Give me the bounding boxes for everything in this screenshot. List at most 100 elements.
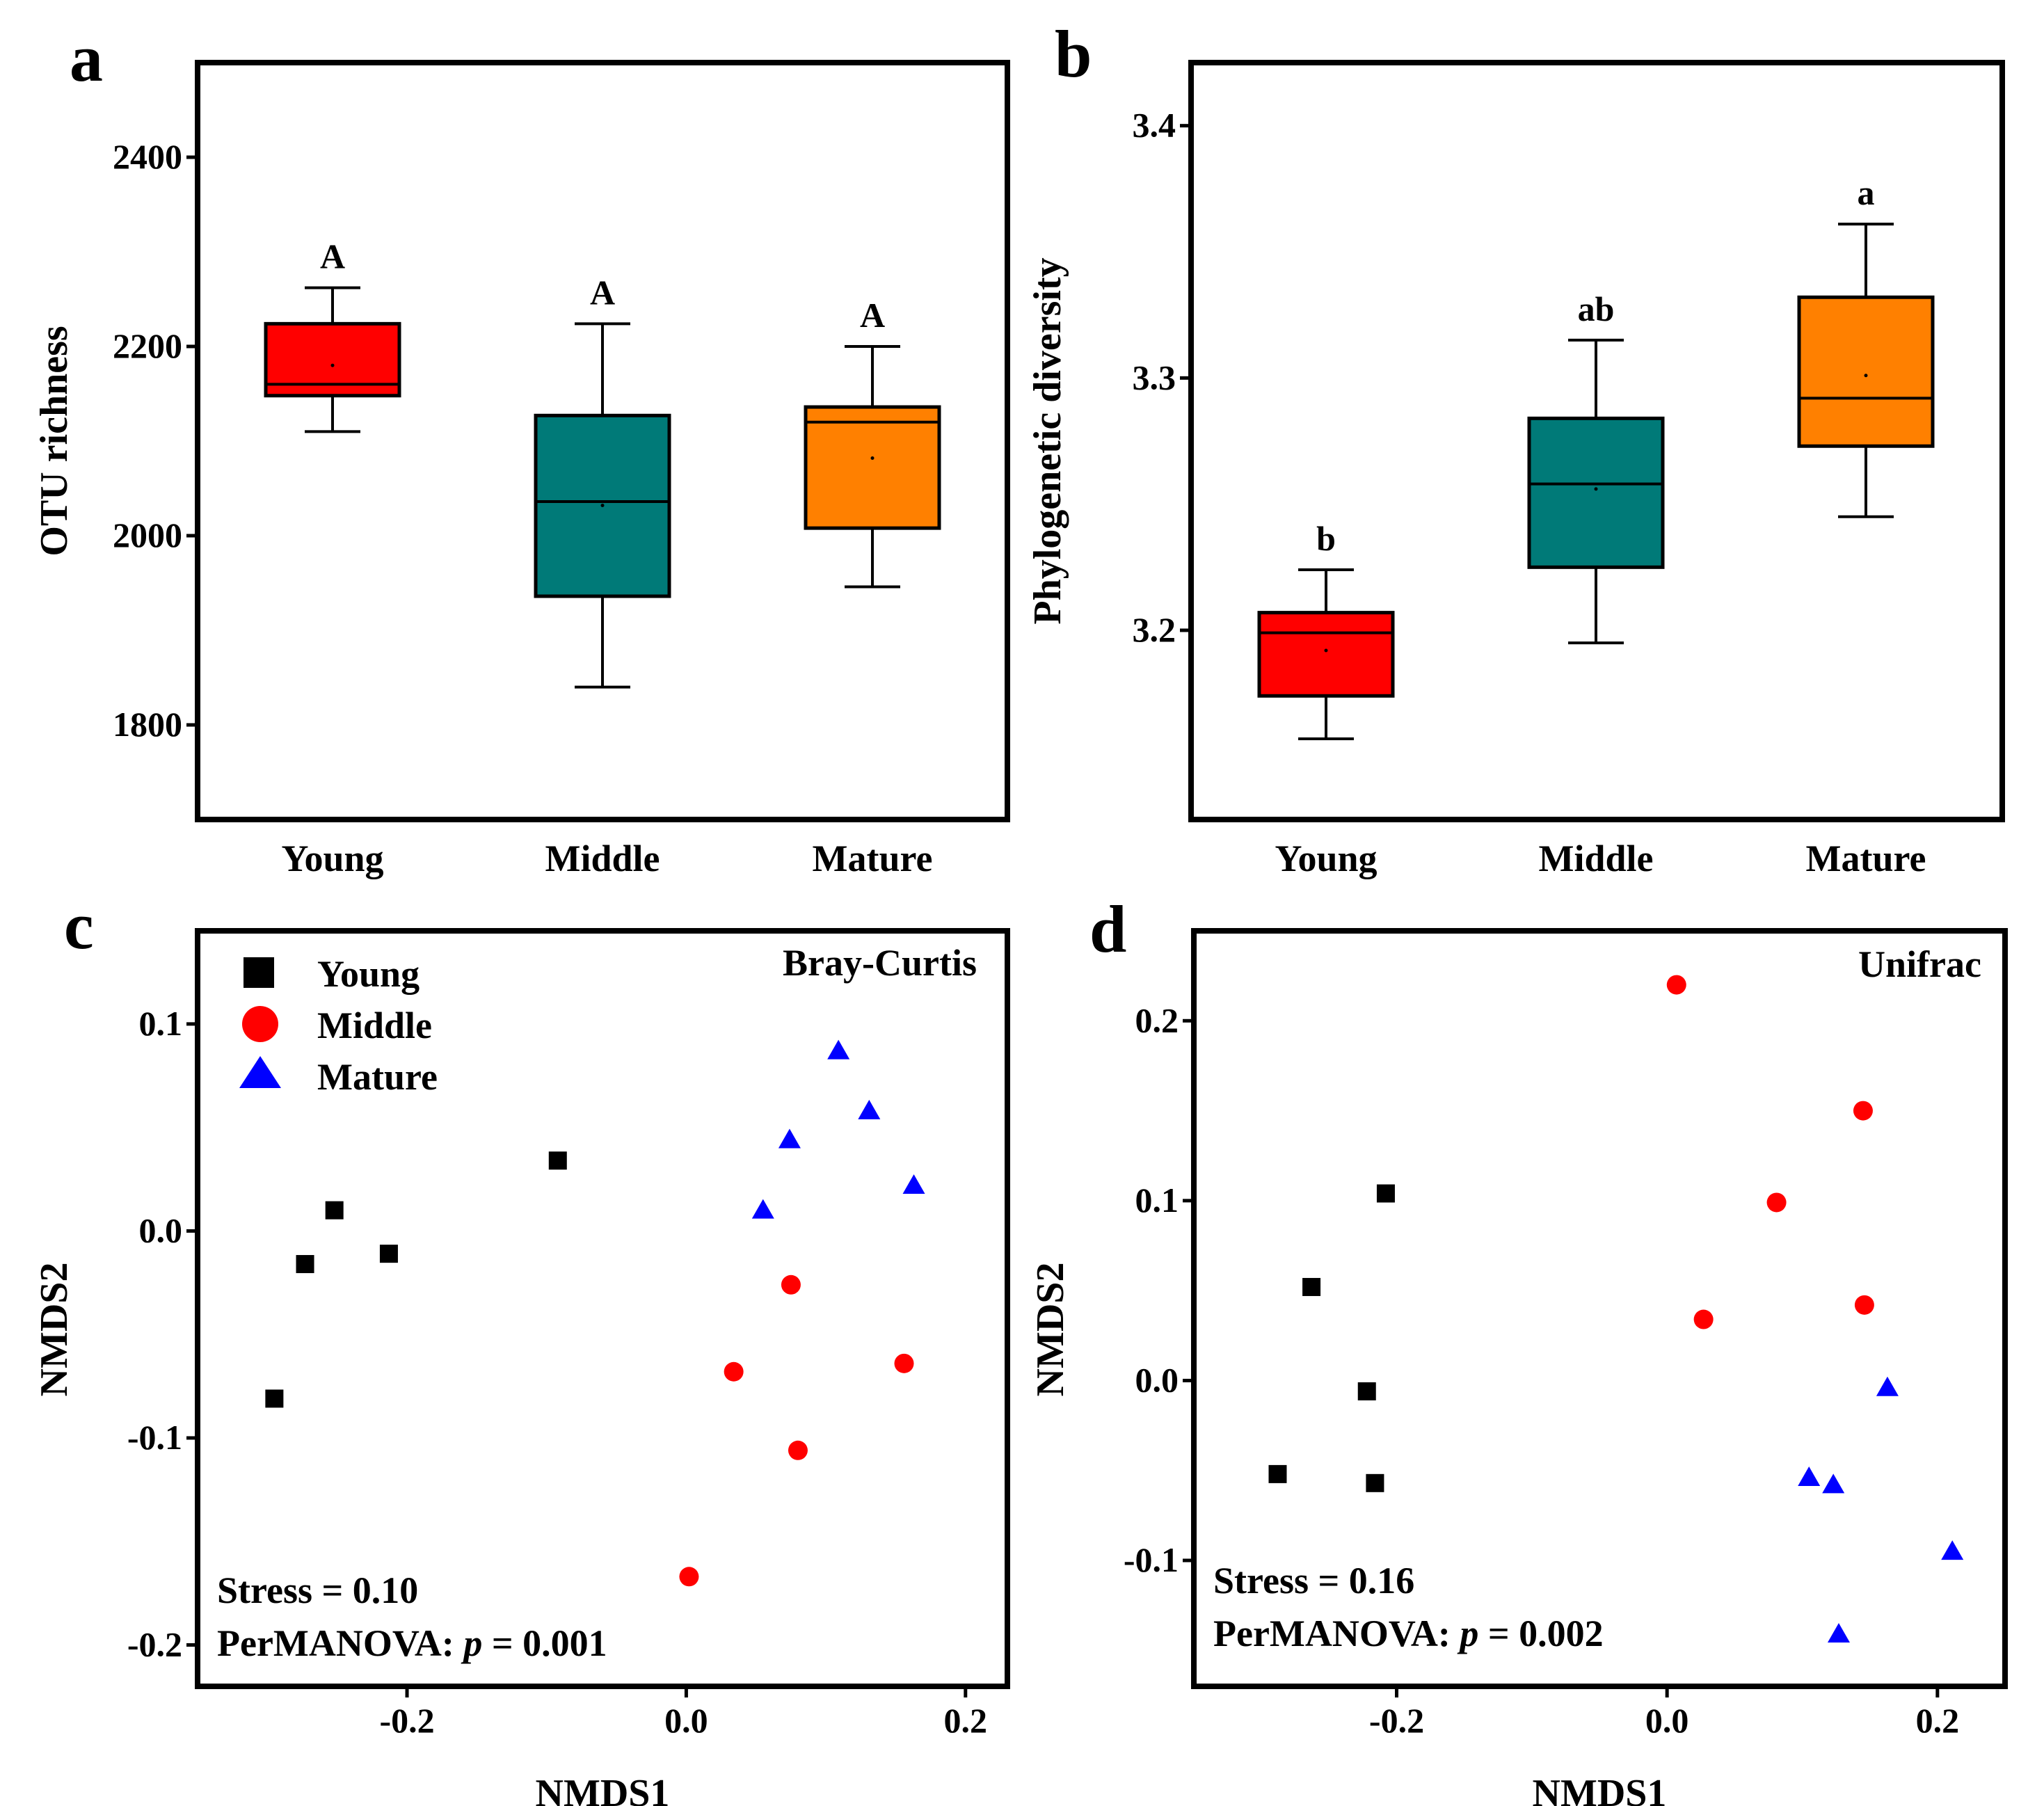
a-young-mean [330, 363, 335, 367]
c-y-axis-label: NMDS2 [33, 1263, 76, 1397]
d-xtick-label: 0.0 [1645, 1701, 1689, 1740]
b-mature-mean [1864, 374, 1868, 378]
b-y-axis-label: Phylogenetic diversity [1026, 257, 1069, 624]
a-ytick-label: 1800 [113, 705, 182, 744]
d-ytick-label: 0.1 [1135, 1181, 1179, 1220]
panel-b: 3.2 3.3 3.4 Phylogenetic diversity b Young ab M… [1026, 60, 2005, 879]
d-ytick-label: -0.1 [1124, 1540, 1179, 1579]
a-frame [195, 60, 1010, 822]
b-young-category-label: Young [1275, 838, 1377, 879]
b-young-mean [1324, 648, 1328, 653]
legend: Young Middle Mature [239, 953, 438, 1098]
a-middle-category-label: Middle [545, 838, 660, 879]
legend-mature-marker [239, 1056, 281, 1088]
panel-label-b: b [1055, 17, 1092, 91]
panel-a: 1800 2000 2200 2400 OTU richness A Young A Middl… [33, 60, 1010, 879]
d-mature-point [1941, 1540, 1964, 1560]
c-young-point [265, 1389, 284, 1408]
d-middle-point [1854, 1295, 1874, 1315]
legend-middle-label: Middle [317, 1005, 432, 1046]
c-mature-point [902, 1174, 925, 1194]
a-mature-category-label: Mature [813, 838, 933, 879]
c-ytick-label: 0.0 [139, 1210, 183, 1249]
c-mature-point [858, 1099, 881, 1119]
d-ytick-label: 0.2 [1135, 1000, 1179, 1039]
b-young-box [1257, 611, 1395, 698]
c-mature-point [778, 1128, 801, 1149]
d-mature-point [1827, 1623, 1850, 1643]
d-mature-point [1798, 1467, 1821, 1487]
b-ytick-label: 3.3 [1133, 358, 1176, 397]
c-young-point [379, 1245, 398, 1263]
legend-middle-marker [242, 1006, 278, 1042]
c-mature-point [827, 1039, 850, 1060]
c-middle-point [781, 1274, 801, 1295]
c-middle-point [724, 1361, 744, 1382]
c-young-point [325, 1201, 344, 1220]
b-middle-category-label: Middle [1538, 838, 1653, 879]
d-young-point [1376, 1184, 1395, 1203]
c-ytick-label: -0.1 [127, 1418, 182, 1457]
d-young-point [1268, 1464, 1287, 1483]
a-young-significance-letter: A [320, 237, 345, 276]
b-frame [1188, 60, 2005, 822]
c-xtick-label: 0.0 [664, 1701, 708, 1740]
a-mature-significance-letter: A [860, 296, 885, 335]
d-frame [1191, 928, 2008, 1689]
d-young-point [1302, 1277, 1321, 1296]
panel-d-permanova: PerMANOVA: p = 0.002 [1213, 1613, 1604, 1654]
panel-c-title: Bray-Curtis [783, 942, 977, 984]
panel-c-stress: Stress = 0.10 [217, 1569, 418, 1611]
b-mature-significance-letter: a [1858, 173, 1875, 212]
c-young-point [296, 1255, 314, 1274]
d-xtick-label: -0.2 [1369, 1701, 1424, 1740]
d-middle-point [1766, 1192, 1787, 1213]
b-middle-box [1527, 416, 1665, 569]
c-middle-point [679, 1567, 699, 1587]
a-mature-mean [870, 456, 875, 460]
a-ytick-label: 2200 [113, 326, 182, 365]
a-ytick-label: 2400 [113, 137, 182, 176]
c-young-point [548, 1151, 567, 1170]
c-xtick-label: -0.2 [379, 1701, 434, 1740]
panel-label-c: c [64, 888, 94, 963]
b-young-significance-letter: b [1316, 519, 1336, 558]
c-middle-point [894, 1353, 914, 1373]
d-middle-point [1693, 1309, 1714, 1329]
panel-d: -0.1 0.0 0.1 0.2 -0.2 0.0 0.2 NMDS1 NMDS2 [1029, 928, 2008, 1806]
legend-mature-label: Mature [317, 1056, 438, 1098]
c-xtick-label: 0.2 [944, 1701, 988, 1740]
d-middle-point [1666, 975, 1686, 995]
d-y-axis-label: NMDS2 [1029, 1263, 1072, 1397]
panel-label-d: d [1089, 892, 1126, 966]
panel-d-title: Unifrac [1858, 943, 1981, 985]
d-middle-point [1853, 1101, 1873, 1121]
panel-c: -0.2 -0.1 0.0 0.1 -0.2 0.0 0.2 NMDS1 NMDS2 [33, 928, 1010, 1806]
b-mature-category-label: Mature [1806, 838, 1926, 879]
c-frame [195, 928, 1010, 1689]
panel-d-stress: Stress = 0.16 [1213, 1560, 1414, 1601]
legend-young-label: Young [317, 953, 420, 995]
a-young-category-label: Young [281, 838, 383, 879]
d-xtick-label: 0.2 [1916, 1701, 1960, 1740]
c-middle-point [788, 1440, 808, 1460]
c-x-axis-label: NMDS1 [536, 1772, 670, 1806]
d-ytick-label: 0.0 [1135, 1360, 1179, 1399]
b-ytick-label: 3.2 [1133, 610, 1176, 649]
a-middle-significance-letter: A [590, 273, 615, 312]
c-ytick-label: 0.1 [139, 1004, 183, 1043]
d-young-point [1366, 1473, 1384, 1492]
d-mature-point [1876, 1376, 1899, 1396]
d-x-axis-label: NMDS1 [1533, 1772, 1667, 1806]
panel-label-a: a [70, 21, 103, 95]
c-ytick-label: -0.2 [127, 1624, 182, 1663]
b-ytick-label: 3.4 [1133, 106, 1176, 145]
a-mature-box [804, 405, 941, 530]
b-mature-box [1797, 295, 1935, 448]
a-ytick-label: 2000 [113, 516, 182, 554]
panel-c-permanova: PerMANOVA: p = 0.001 [217, 1622, 607, 1664]
b-middle-mean [1594, 487, 1598, 491]
c-mature-point [751, 1199, 774, 1219]
d-mature-point [1822, 1473, 1845, 1494]
